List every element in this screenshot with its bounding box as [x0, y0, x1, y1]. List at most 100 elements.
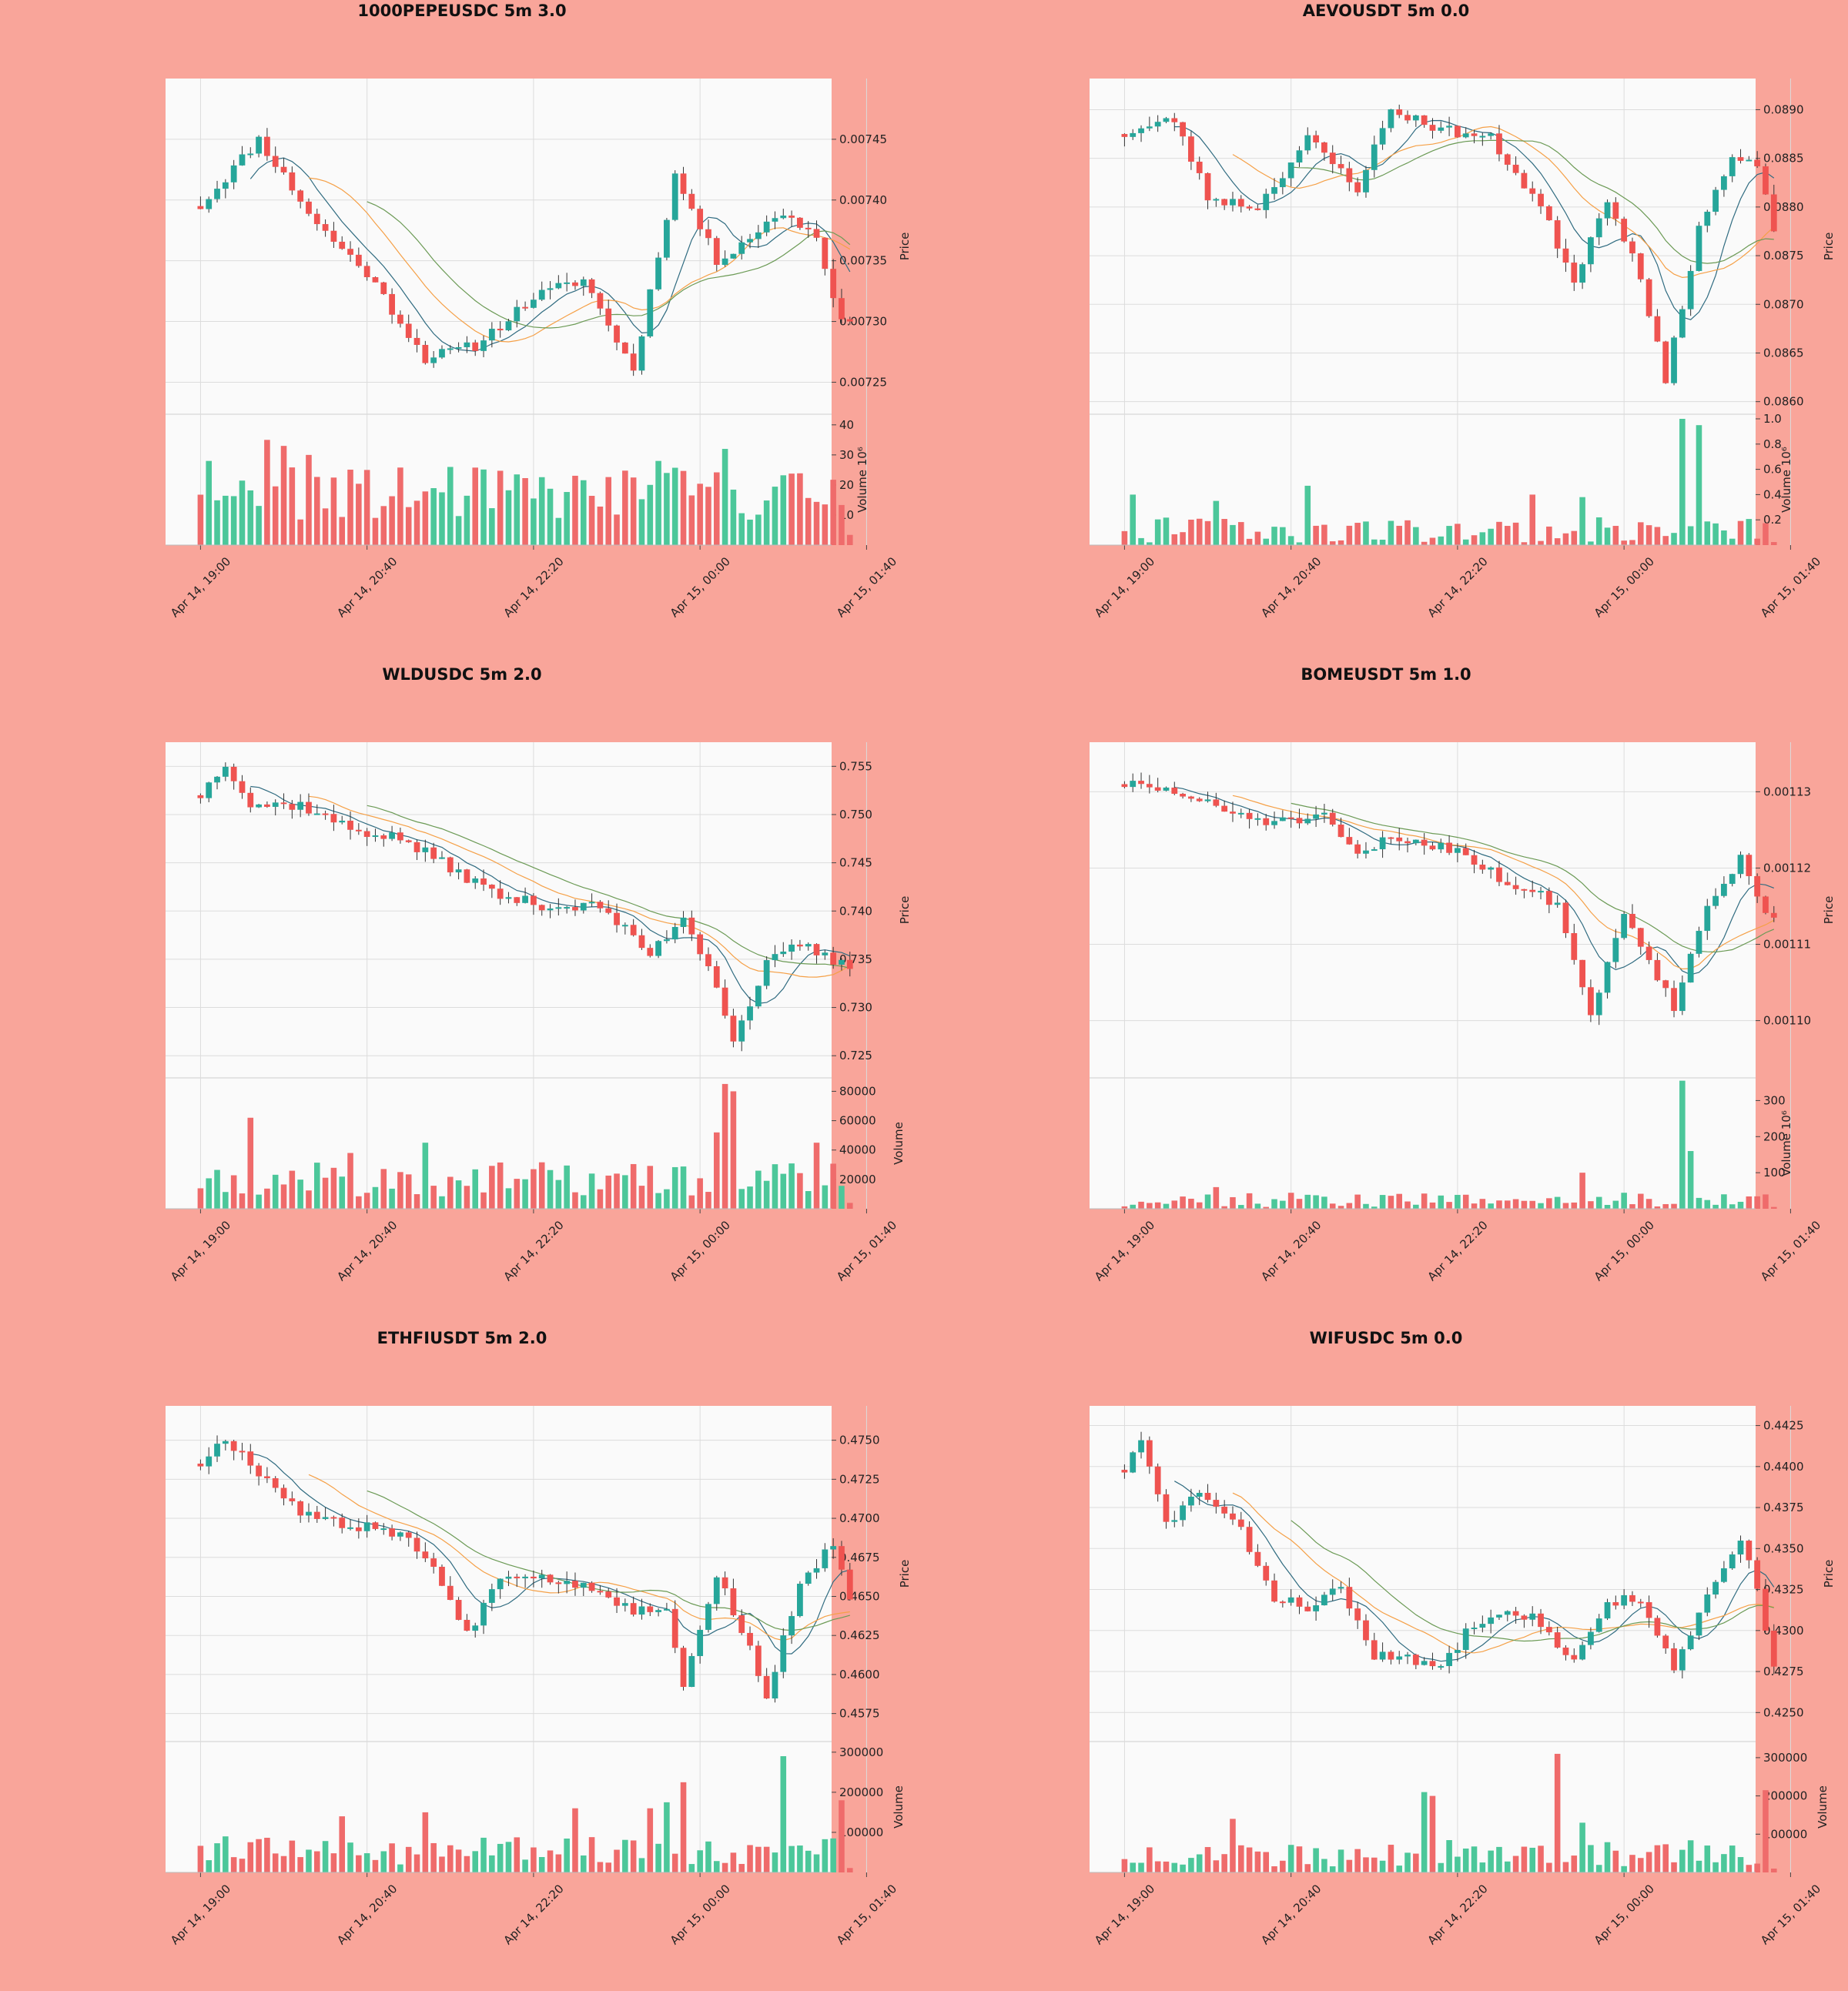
- candle-body: [780, 951, 787, 955]
- candle-body: [830, 952, 837, 965]
- candle-body: [397, 314, 403, 324]
- candle-body: [422, 344, 429, 363]
- volume-tick-label: 200000: [1763, 1789, 1807, 1803]
- x-tick-label: Apr 14, 22:20: [500, 1218, 566, 1283]
- candle-body: [1171, 118, 1178, 122]
- volume-bar: [505, 490, 512, 545]
- candle-body: [1729, 1554, 1736, 1568]
- volume-bar: [1263, 538, 1270, 545]
- candle-body: [1254, 208, 1261, 210]
- volume-bar: [664, 1802, 670, 1872]
- candle-body: [214, 189, 220, 199]
- candle-body: [580, 279, 587, 286]
- volume-bar: [1504, 526, 1511, 545]
- candle-body: [805, 1572, 812, 1584]
- candle-body: [1396, 837, 1403, 842]
- candle-body: [256, 804, 262, 808]
- volume-bar: [797, 473, 803, 545]
- volume-tick-label: 300000: [839, 1745, 883, 1759]
- candle-body: [1479, 136, 1486, 138]
- volume-bar: [547, 1170, 554, 1209]
- candle-body: [1504, 154, 1511, 165]
- candle-body: [355, 254, 362, 266]
- volume-axis-label: Volume: [1816, 1785, 1830, 1829]
- x-tick-label: Apr 14, 19:00: [168, 554, 233, 620]
- candle-body: [1679, 982, 1686, 1012]
- candle-body: [289, 172, 296, 191]
- candle-body: [239, 781, 246, 793]
- candle-body: [1313, 135, 1319, 142]
- volume-bar: [614, 514, 620, 545]
- x-tick-label: Apr 14, 22:20: [500, 554, 566, 620]
- candle-body: [1279, 1601, 1286, 1604]
- candle-body: [638, 1606, 645, 1615]
- volume-bar: [1504, 1861, 1511, 1872]
- price-tick-label: 0.4350: [1763, 1541, 1804, 1555]
- volume-bar: [730, 1091, 737, 1209]
- x-tick-label: Apr 15, 01:40: [1758, 1218, 1823, 1283]
- price-tick-label: 0.740: [839, 904, 872, 918]
- volume-bar: [339, 1176, 346, 1209]
- candle-body: [647, 948, 654, 956]
- candle-body: [780, 1635, 787, 1672]
- volume-bar: [788, 1163, 795, 1209]
- candle-body: [1712, 895, 1719, 906]
- candle-body: [621, 925, 628, 927]
- volume-bar: [306, 1849, 312, 1872]
- volume-bar: [1421, 541, 1428, 545]
- x-tick-label: Apr 14, 20:40: [1258, 554, 1324, 620]
- moving-average-line: [1232, 1492, 1774, 1654]
- volume-bar: [1687, 526, 1694, 545]
- volume-bar: [680, 1166, 687, 1209]
- candle-body: [846, 959, 853, 969]
- candle-body: [1621, 1594, 1628, 1606]
- volume-bar: [772, 1852, 778, 1872]
- candle-body: [306, 201, 312, 214]
- candle-body: [1321, 1594, 1327, 1606]
- candle-body: [1337, 164, 1344, 169]
- candle-body: [614, 325, 620, 343]
- volume-bar: [1154, 1861, 1161, 1872]
- candle-body: [372, 277, 379, 283]
- volume-bar: [247, 490, 254, 545]
- volume-bar: [713, 1861, 720, 1872]
- volume-bar: [363, 470, 370, 545]
- volume-bar: [289, 1840, 296, 1872]
- price-axis-label: Price: [1822, 896, 1836, 925]
- volume-bar: [1188, 519, 1194, 545]
- volume-bar: [1754, 538, 1760, 545]
- plot-area: [1090, 742, 1756, 1209]
- volume-bar: [330, 1167, 337, 1209]
- volume-bar: [1304, 1864, 1311, 1872]
- x-tick-label: Apr 15, 01:40: [1758, 554, 1823, 620]
- candle-body: [621, 1603, 628, 1606]
- candle-body: [1612, 1602, 1619, 1606]
- candle-body: [1263, 818, 1270, 825]
- volume-bar: [1121, 1859, 1128, 1872]
- candle-body: [1545, 1627, 1552, 1633]
- volume-bar: [1746, 519, 1753, 545]
- chart-title: ETHFIUSDT 5m 2.0: [377, 1329, 547, 1347]
- candle-body: [1412, 839, 1419, 844]
- price-tick-label: 0.0865: [1763, 346, 1804, 360]
- candle-body: [289, 1498, 296, 1501]
- candle-body: [671, 173, 678, 220]
- volume-bar: [256, 506, 262, 545]
- candle-body: [214, 776, 220, 783]
- volume-bar: [839, 1800, 845, 1872]
- volume-bar: [788, 1845, 795, 1872]
- volume-bar: [405, 1174, 412, 1209]
- chart-ethfiusdt: Apr 14, 19:00 Apr 14, 20:40 Apr 14, 22:20 A…: [166, 1406, 912, 1947]
- candle-body: [1188, 796, 1194, 799]
- volume-bar: [1763, 1194, 1769, 1209]
- volume-bar: [1429, 1202, 1436, 1209]
- candle-body: [214, 1444, 220, 1457]
- candle-body: [1304, 1606, 1311, 1611]
- candle-body: [480, 340, 487, 351]
- volume-bar: [1138, 1862, 1144, 1872]
- candle-body: [1363, 1620, 1369, 1641]
- candle-body: [522, 306, 528, 309]
- volume-bar: [622, 470, 628, 545]
- volume-bar: [1629, 540, 1635, 545]
- candle-body: [597, 1591, 604, 1593]
